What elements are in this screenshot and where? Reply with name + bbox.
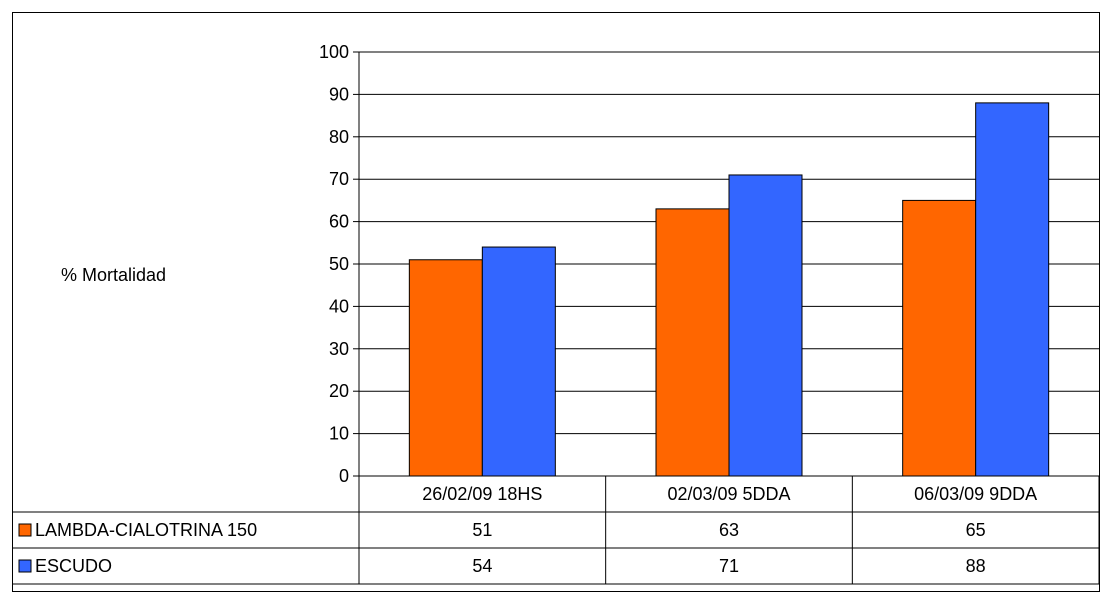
data-table: 26/02/09 18HS 02/03/09 5DDA 06/03/09 9DDA L… bbox=[13, 475, 1099, 585]
data-label: 54 bbox=[472, 556, 492, 576]
y-tick-label: 50 bbox=[329, 254, 349, 274]
chart-frame: 0 10 20 30 40 50 60 70 80 90 100 % Mortalidad 26/0… bbox=[12, 12, 1100, 592]
bars bbox=[408, 102, 1050, 477]
x-category-label: 02/03/09 5DDA bbox=[667, 484, 790, 504]
y-axis-label: % Mortalidad bbox=[61, 265, 166, 285]
data-label: 71 bbox=[719, 556, 739, 576]
legend-swatch bbox=[18, 559, 32, 573]
bar-series2 bbox=[975, 102, 1050, 477]
data-label: 88 bbox=[966, 556, 986, 576]
y-tick-label: 100 bbox=[319, 42, 349, 62]
y-tick-label: 30 bbox=[329, 339, 349, 359]
y-tick-label: 60 bbox=[329, 212, 349, 232]
bar-chart: 0 10 20 30 40 50 60 70 80 90 100 % Mortalidad 26/0… bbox=[13, 42, 1099, 585]
data-label: 51 bbox=[472, 520, 492, 540]
y-tick-label: 70 bbox=[329, 169, 349, 189]
y-tick-label: 90 bbox=[329, 84, 349, 104]
y-tick-label: 80 bbox=[329, 127, 349, 147]
x-category-label: 26/02/09 18HS bbox=[422, 484, 542, 504]
y-tick-label: 0 bbox=[339, 466, 349, 486]
legend-entry: LAMBDA-CIALOTRINA 150 bbox=[35, 520, 257, 540]
y-tick-label: 20 bbox=[329, 381, 349, 401]
bar-series2 bbox=[728, 174, 803, 477]
bar-series1 bbox=[902, 199, 977, 477]
bar-series2 bbox=[481, 246, 556, 477]
axes: 0 10 20 30 40 50 60 70 80 90 100 bbox=[319, 42, 360, 486]
y-tick-label: 10 bbox=[329, 424, 349, 444]
bar-series1 bbox=[655, 208, 730, 477]
data-label: 65 bbox=[966, 520, 986, 540]
data-label: 63 bbox=[719, 520, 739, 540]
legend-swatch bbox=[18, 523, 32, 537]
bar-series1 bbox=[408, 259, 483, 477]
y-tick-label: 40 bbox=[329, 296, 349, 316]
legend-entry: ESCUDO bbox=[35, 556, 112, 576]
x-category-label: 06/03/09 9DDA bbox=[914, 484, 1037, 504]
